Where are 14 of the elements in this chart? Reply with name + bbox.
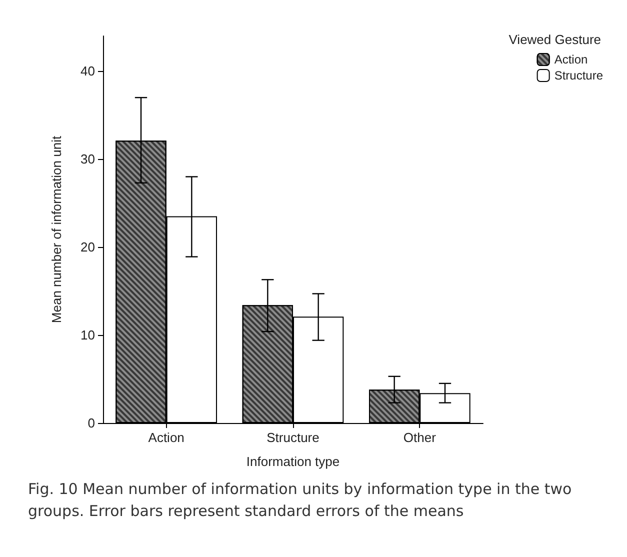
legend-label: Action: [554, 52, 588, 66]
y-tick-label: 40: [80, 64, 95, 79]
y-tick-label: 0: [88, 416, 95, 430]
y-tick-label: 30: [80, 152, 95, 167]
x-axis-title: Information type: [246, 454, 340, 469]
y-tick-label: 20: [80, 240, 95, 255]
legend-title: Viewed Gesture: [508, 32, 602, 47]
x-tick-label: Action: [148, 430, 184, 445]
y-axis-title: Mean number of information unit: [49, 136, 64, 324]
caption: Fig. 10 Mean number of information units by information type in the two groups. Error bars represent standard errors of the means: [28, 480, 576, 520]
y-tick-label: 10: [80, 328, 95, 343]
legend-label: Structure: [554, 68, 604, 82]
x-tick-label: Other: [403, 430, 437, 445]
x-tick-label: Structure: [266, 430, 320, 445]
